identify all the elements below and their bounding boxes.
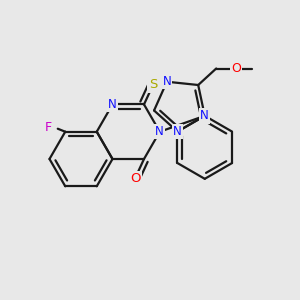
Text: S: S	[149, 78, 157, 92]
Text: N: N	[163, 75, 171, 88]
Text: O: O	[130, 172, 140, 185]
Text: N: N	[173, 125, 182, 138]
Text: F: F	[45, 121, 52, 134]
Text: N: N	[155, 125, 164, 138]
Text: N: N	[200, 109, 209, 122]
Text: O: O	[231, 62, 241, 75]
Text: N: N	[108, 98, 117, 111]
